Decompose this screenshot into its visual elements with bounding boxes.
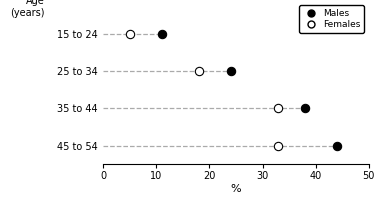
Y-axis label: Age
(years): Age (years) — [10, 0, 45, 18]
Legend: Males, Females: Males, Females — [299, 6, 364, 32]
X-axis label: %: % — [231, 184, 241, 194]
